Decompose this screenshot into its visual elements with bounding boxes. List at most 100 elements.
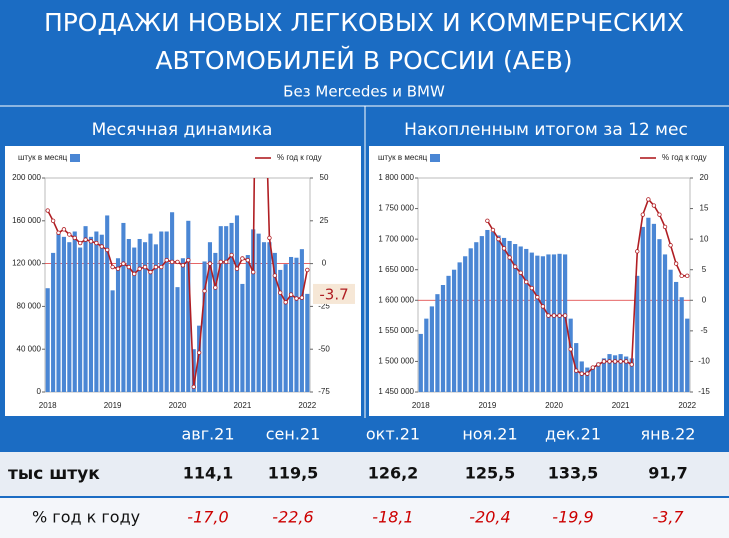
point [662,224,668,230]
cell: -19,9 [552,508,593,527]
bar [640,226,645,392]
point [540,304,546,309]
bar [72,231,77,392]
bar [612,355,618,392]
subtitle: Без Mercedes и BMW [283,83,445,101]
point [646,197,651,202]
bar [170,212,175,392]
bar [175,287,180,392]
bar [562,254,568,392]
annotation: -3.7 [319,285,348,303]
bar [99,234,104,392]
y-tick-label: 1 450 000 [378,387,414,396]
bar [78,247,83,392]
point [223,259,229,265]
point [142,264,148,270]
point [164,257,169,263]
column-header: сен.21 [266,425,321,444]
bar [579,361,584,392]
bar [679,297,684,392]
x-tick-label: 2020 [545,401,563,410]
bar [240,283,245,392]
point [635,249,640,254]
legend-swatch [70,154,80,162]
y-tick-label: 160 000 [12,216,41,225]
y2-tick-label: 20 [700,173,709,182]
y2-tick-label: 5 [702,265,707,274]
column-header: авг.21 [181,425,234,444]
y-tick-label: 40 000 [17,344,42,353]
point [218,259,223,265]
bar [51,252,56,392]
bar [159,231,164,392]
point [234,266,240,271]
point [132,271,137,277]
y-tick-label: 0 [37,387,42,396]
y2-tick-label: 25 [320,216,329,225]
bar [213,252,218,392]
bar [596,362,601,392]
bar [88,236,94,392]
point [574,368,579,373]
bar [463,256,468,392]
bar [137,238,142,392]
point [45,208,50,213]
cell: -22,6 [272,508,313,527]
point [557,313,562,318]
bar [267,242,272,392]
y2-tick-label: -50 [318,344,330,353]
y2-tick-label: -10 [698,357,710,366]
bar [607,354,612,392]
bar [474,242,479,392]
panel-title: Накопленным итогом за 12 мес [404,120,688,140]
point [518,270,523,275]
bar [110,290,115,392]
bar [224,226,229,392]
point [657,212,662,217]
column-header: ноя.21 [462,425,517,444]
row-label: тыс штук [8,464,100,484]
bar [180,258,185,392]
point [207,261,213,266]
point [512,264,518,269]
point [640,212,646,217]
point [229,252,234,258]
legend-swatch [430,154,440,162]
y2-tick-label: 0 [702,295,707,304]
cell: 114,1 [183,464,234,483]
y-tick-label: 1 550 000 [378,326,414,335]
point [679,273,684,279]
point [272,273,278,278]
bar [94,231,99,392]
point [485,218,490,223]
point [153,264,159,270]
point [288,292,294,297]
bar [651,223,657,392]
bar [148,233,153,392]
bar [218,226,223,392]
bar [126,238,131,392]
point [651,203,657,208]
point [115,266,121,271]
bar [674,281,679,392]
point [618,359,623,364]
bar [585,367,590,392]
bar [468,248,473,392]
bar [186,220,191,392]
point [579,371,584,376]
point [267,235,272,241]
y-tick-label: 1 750 000 [378,204,414,213]
point [251,269,256,275]
point [629,362,634,367]
bar [440,285,446,392]
bar [451,269,457,392]
cell: 133,5 [548,464,599,483]
bar [646,217,651,392]
bar [629,358,634,392]
line-layer [45,178,310,390]
bar [83,226,88,392]
bar [132,247,137,392]
x-tick-label: 2020 [169,401,187,410]
bar [551,254,557,392]
cell: 91,7 [648,464,687,483]
